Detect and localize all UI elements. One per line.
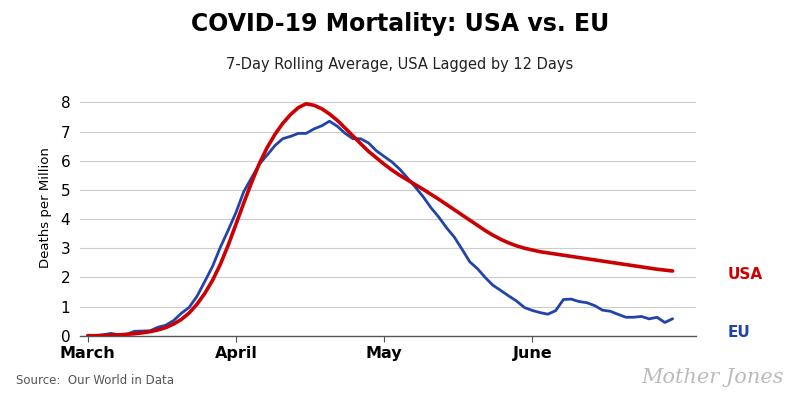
Text: Mother Jones: Mother Jones bbox=[642, 368, 784, 387]
Text: 7-Day Rolling Average, USA Lagged by 12 Days: 7-Day Rolling Average, USA Lagged by 12 … bbox=[226, 57, 574, 72]
Text: EU: EU bbox=[728, 325, 750, 340]
Text: USA: USA bbox=[728, 267, 763, 282]
Text: Source:  Our World in Data: Source: Our World in Data bbox=[16, 374, 174, 387]
Text: COVID-19 Mortality: USA vs. EU: COVID-19 Mortality: USA vs. EU bbox=[191, 12, 609, 36]
Y-axis label: Deaths per Million: Deaths per Million bbox=[39, 147, 52, 268]
